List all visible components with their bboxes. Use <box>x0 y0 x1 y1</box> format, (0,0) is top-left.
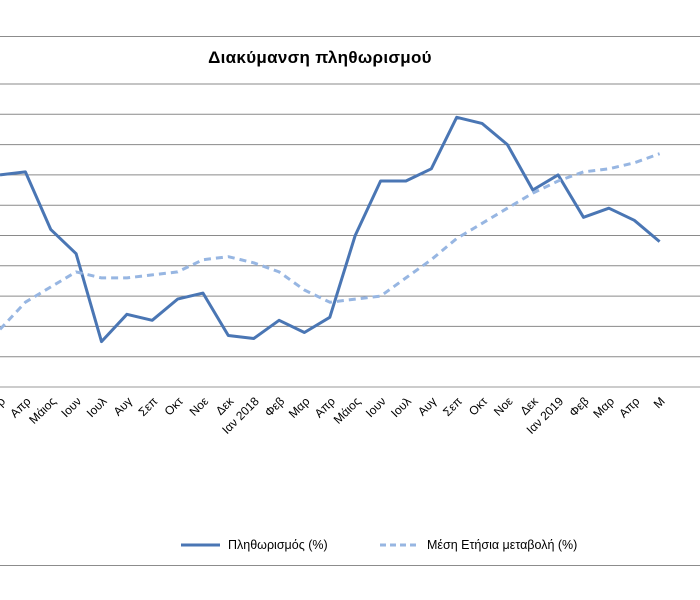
x-tick-label: Φεβ <box>262 394 287 419</box>
series-line-inflation <box>0 115 661 344</box>
x-tick-label: Μάιος <box>331 394 364 427</box>
x-tick-label: ρ <box>0 394 8 409</box>
x-tick-label: Απρ <box>616 394 642 420</box>
gridlines <box>0 83 700 388</box>
x-tick-label: Ιουλ <box>388 394 414 420</box>
x-tick-label: Φεβ <box>566 394 591 419</box>
series-line-annual-average <box>0 152 661 331</box>
x-tick-label: Ιουλ <box>84 394 110 420</box>
x-tick-label: Ιουν <box>58 394 84 420</box>
x-tick-label: Σεπ <box>136 394 161 419</box>
x-tick-label: Νοε <box>491 394 516 419</box>
x-tick-label: Μαρ <box>590 394 617 421</box>
series-lines <box>0 115 661 344</box>
x-tick-label: Οκτ <box>162 394 186 418</box>
x-tick-label: Οκτ <box>466 394 490 418</box>
x-tick-label: Μ <box>651 394 668 411</box>
chart-title: Διακύμανση πληθωρισμού <box>208 48 432 67</box>
x-tick-label: Μαρ <box>286 394 313 421</box>
legend: Πληθωρισμός (%) Μέση Ετήσια μεταβολή (%) <box>181 538 577 552</box>
legend-label-annual-average: Μέση Ετήσια μεταβολή (%) <box>427 538 577 552</box>
x-tick-label: Σεπ <box>440 394 465 419</box>
x-tick-label: Μάιος <box>26 394 59 427</box>
x-tick-label: Αυγ <box>415 394 439 418</box>
chart-frame <box>0 36 700 566</box>
legend-label-inflation: Πληθωρισμός (%) <box>228 538 328 552</box>
x-tick-label: Νοε <box>187 394 212 419</box>
x-tick-label: Ιουν <box>363 394 389 420</box>
x-tick-label: Αυγ <box>111 394 135 418</box>
